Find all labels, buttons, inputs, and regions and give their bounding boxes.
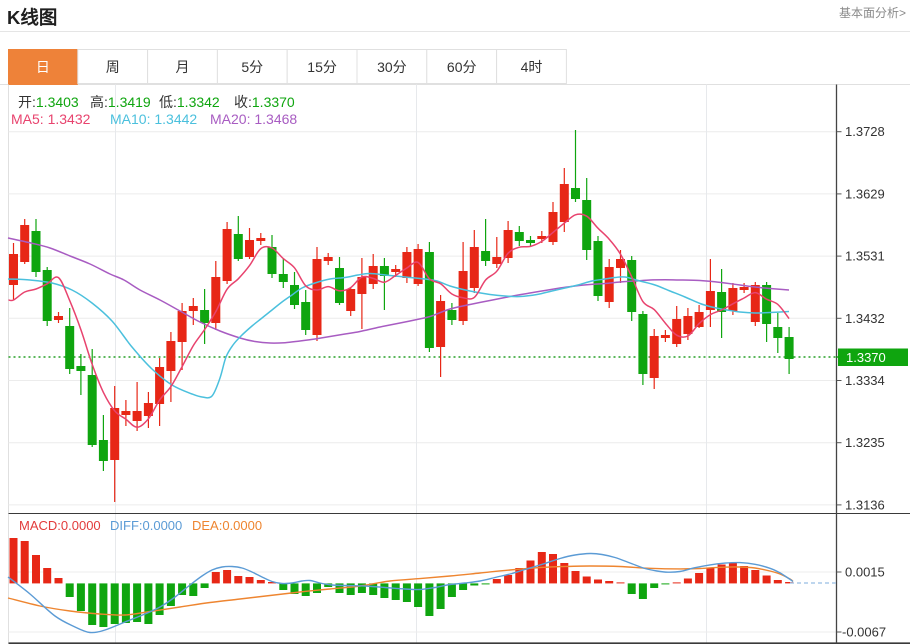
svg-text:5分: 5分 xyxy=(241,59,263,75)
svg-text:1.3728: 1.3728 xyxy=(845,124,885,139)
svg-text:1.3531: 1.3531 xyxy=(845,249,885,264)
svg-text:0.0015: 0.0015 xyxy=(845,565,885,580)
svg-text:MA5: 1.3432 MA10: 1.3442 MA2: MA5: 1.3432 MA10: 1.3442 MA20: 1.3468 xyxy=(11,111,297,127)
svg-text:1.3370: 1.3370 xyxy=(846,350,886,365)
svg-text:月: 月 xyxy=(176,59,190,75)
svg-text:K线图: K线图 xyxy=(7,7,57,28)
svg-text:周: 周 xyxy=(106,59,120,75)
svg-text:1.3136: 1.3136 xyxy=(845,497,885,512)
svg-text:1.3235: 1.3235 xyxy=(845,435,885,450)
svg-text:1.3629: 1.3629 xyxy=(845,186,885,201)
svg-text:30分: 30分 xyxy=(377,59,407,75)
svg-text:基本面分析>: 基本面分析> xyxy=(839,6,906,20)
svg-text:日: 日 xyxy=(36,59,50,75)
svg-text:15分: 15分 xyxy=(307,59,337,75)
svg-text:1.3334: 1.3334 xyxy=(845,373,885,388)
svg-text:60分: 60分 xyxy=(447,59,477,75)
svg-text:1.3432: 1.3432 xyxy=(845,311,885,326)
svg-text:-0.0067: -0.0067 xyxy=(842,625,886,640)
svg-text:4时: 4时 xyxy=(521,59,543,75)
